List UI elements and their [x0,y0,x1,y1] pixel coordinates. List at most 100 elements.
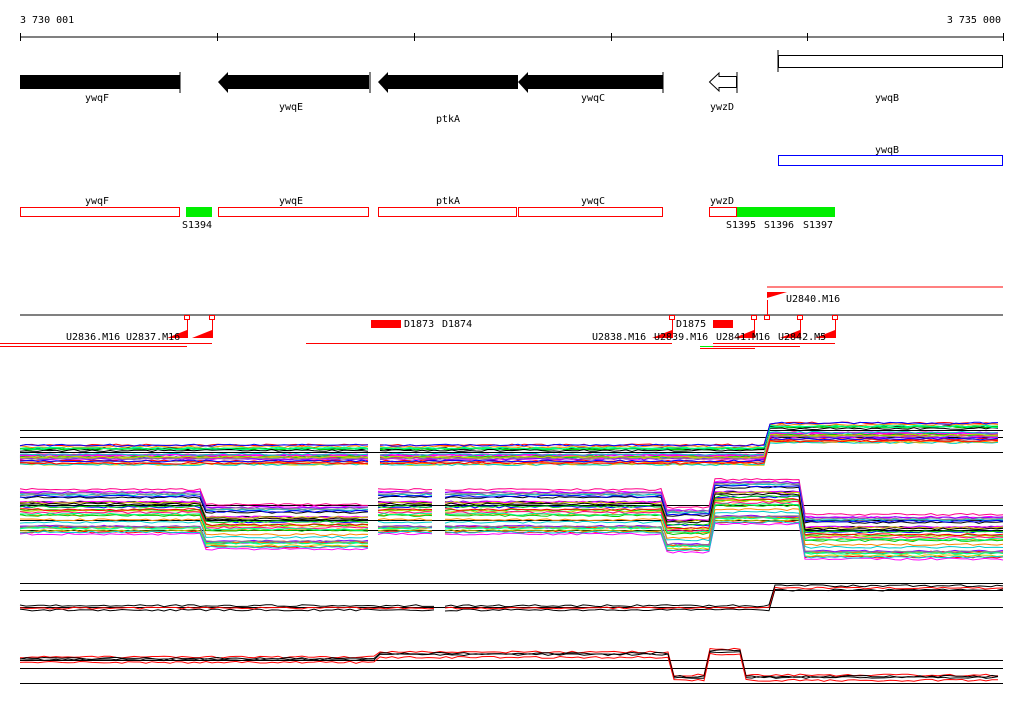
gene-ywqB[interactable]: ywqB [777,50,1003,104]
svg-text:S1394: S1394 [182,220,212,231]
segment-gene-ywqE[interactable]: ywqE [218,196,369,217]
expression-trace [444,499,1004,538]
expression-trace [444,584,1004,608]
expression-trace [377,490,433,494]
expression-trace [19,530,369,549]
transcript-label-U2839[interactable]: U2839.M16 [654,332,708,343]
expression-trace [444,515,1004,554]
ruler-end-label: 3 735 000 [947,15,1001,26]
expression-trace [19,501,369,520]
expression-trace [19,504,369,523]
expression-trace [444,492,1004,531]
transcript-flag-U2838[interactable] [652,315,675,338]
expression-trace [19,512,369,531]
expression-trace [19,520,369,539]
expression-trace [19,448,369,453]
expression-trace [379,421,999,447]
blue-track-ywqB[interactable]: ywqB [778,145,1003,166]
transcript-label-D1873[interactable]: D1873 [404,319,434,330]
transcript-flag-U2842[interactable] [815,315,838,338]
expression-trace [444,510,1004,549]
expression-trace [19,514,369,532]
gene-ywqF[interactable]: ywqF [20,72,181,104]
expression-trace [377,494,433,498]
segment-S1397[interactable]: S1397 [803,220,833,231]
expression-trace [444,484,1004,523]
transcript-label-D1874[interactable]: D1874 [442,319,472,330]
expression-trace [19,461,369,465]
transcript-label-U2840[interactable]: U2840.M16 [786,294,840,305]
transcript-flag-U2837[interactable] [192,315,215,338]
segment-S1396[interactable]: S1396 [764,220,794,231]
expression-panel [19,647,1003,684]
expression-trace [377,512,432,516]
segment-S1395[interactable]: S1395 [726,220,756,231]
expression-trace [377,520,433,524]
expression-panel [19,583,1004,612]
expression-trace [377,525,433,528]
transcript-flag-U2836[interactable] [167,315,190,338]
segment-S1395-S1397-block[interactable] [737,207,835,217]
transcript-label-U2836[interactable]: U2836.M16 [66,332,120,343]
expression-trace [377,508,433,511]
transcript-track: U2836.M16 U2837.M16 D1873 D1874 U2838.M1… [0,286,1003,349]
segment-gene-ptkA[interactable]: ptkA [378,196,517,217]
expression-trace [19,443,369,447]
expression-trace [379,426,999,453]
segment-S1394[interactable]: S1394 [182,207,212,231]
expression-trace [379,433,999,459]
gene-ywzD[interactable]: ywzD [708,71,738,113]
expression-trace [19,529,369,548]
expression-trace [19,525,369,544]
transcript-flag-U2839[interactable] [734,315,757,338]
transcript-block-D1873[interactable] [371,320,401,328]
expression-trace [444,495,1004,533]
expression-trace [19,530,369,549]
expression-trace [377,502,433,506]
expression-trace [377,518,432,521]
expression-trace [19,456,369,460]
expression-trace [377,509,433,512]
svg-text:ywqC: ywqC [581,93,605,104]
gene-ywqC[interactable]: ywqC [518,72,664,104]
svg-text:ywzD: ywzD [710,102,734,113]
ruler-start-label: 3 730 001 [20,15,74,26]
expression-trace [19,493,369,512]
transcript-label-U2842[interactable]: U2842.M5 [778,332,826,343]
expression-trace [19,495,369,514]
expression-trace [19,445,369,449]
svg-text:ywqF: ywqF [85,196,109,207]
expression-trace [19,452,369,456]
segment-gene-ywqC[interactable]: ywqC [518,196,663,217]
expression-trace [444,498,1004,537]
expression-trace [377,500,433,504]
svg-text:ywqC: ywqC [581,196,605,207]
transcript-label-D1875[interactable]: D1875 [676,319,706,330]
gene-ywqE[interactable]: ywqE [218,72,371,113]
expression-trace [444,502,1004,541]
expression-trace [444,520,1004,559]
expression-trace [19,509,369,528]
svg-text:ywqB: ywqB [875,93,899,104]
transcript-flag-U2841[interactable] [780,315,803,338]
transcript-label-U2838[interactable]: U2838.M16 [592,332,646,343]
transcript-block-D1875[interactable] [713,320,733,328]
expression-trace [377,505,433,508]
expression-trace [379,437,999,463]
expression-trace [445,482,1004,521]
expression-trace [379,433,999,458]
svg-text:ywzD: ywzD [710,196,734,207]
transcript-label-U2837[interactable]: U2837.M16 [126,332,180,343]
transcript-label-U2841[interactable]: U2841.M16 [716,332,770,343]
gene-track: ywqF ywqE ptkA ywqC ywzD ywqB [20,50,1003,125]
segment-gene-ywzD[interactable]: ywzD [709,196,737,217]
expression-trace [377,488,433,491]
expression-trace [19,487,368,506]
transcript-flag-U2840[interactable] [764,292,788,320]
expression-trace [19,502,369,521]
svg-text:ywqF: ywqF [85,93,109,104]
expression-trace [444,586,1004,610]
gene-ptkA[interactable]: ptkA [378,72,518,125]
segment-gene-ywqF[interactable]: ywqF [20,196,180,217]
